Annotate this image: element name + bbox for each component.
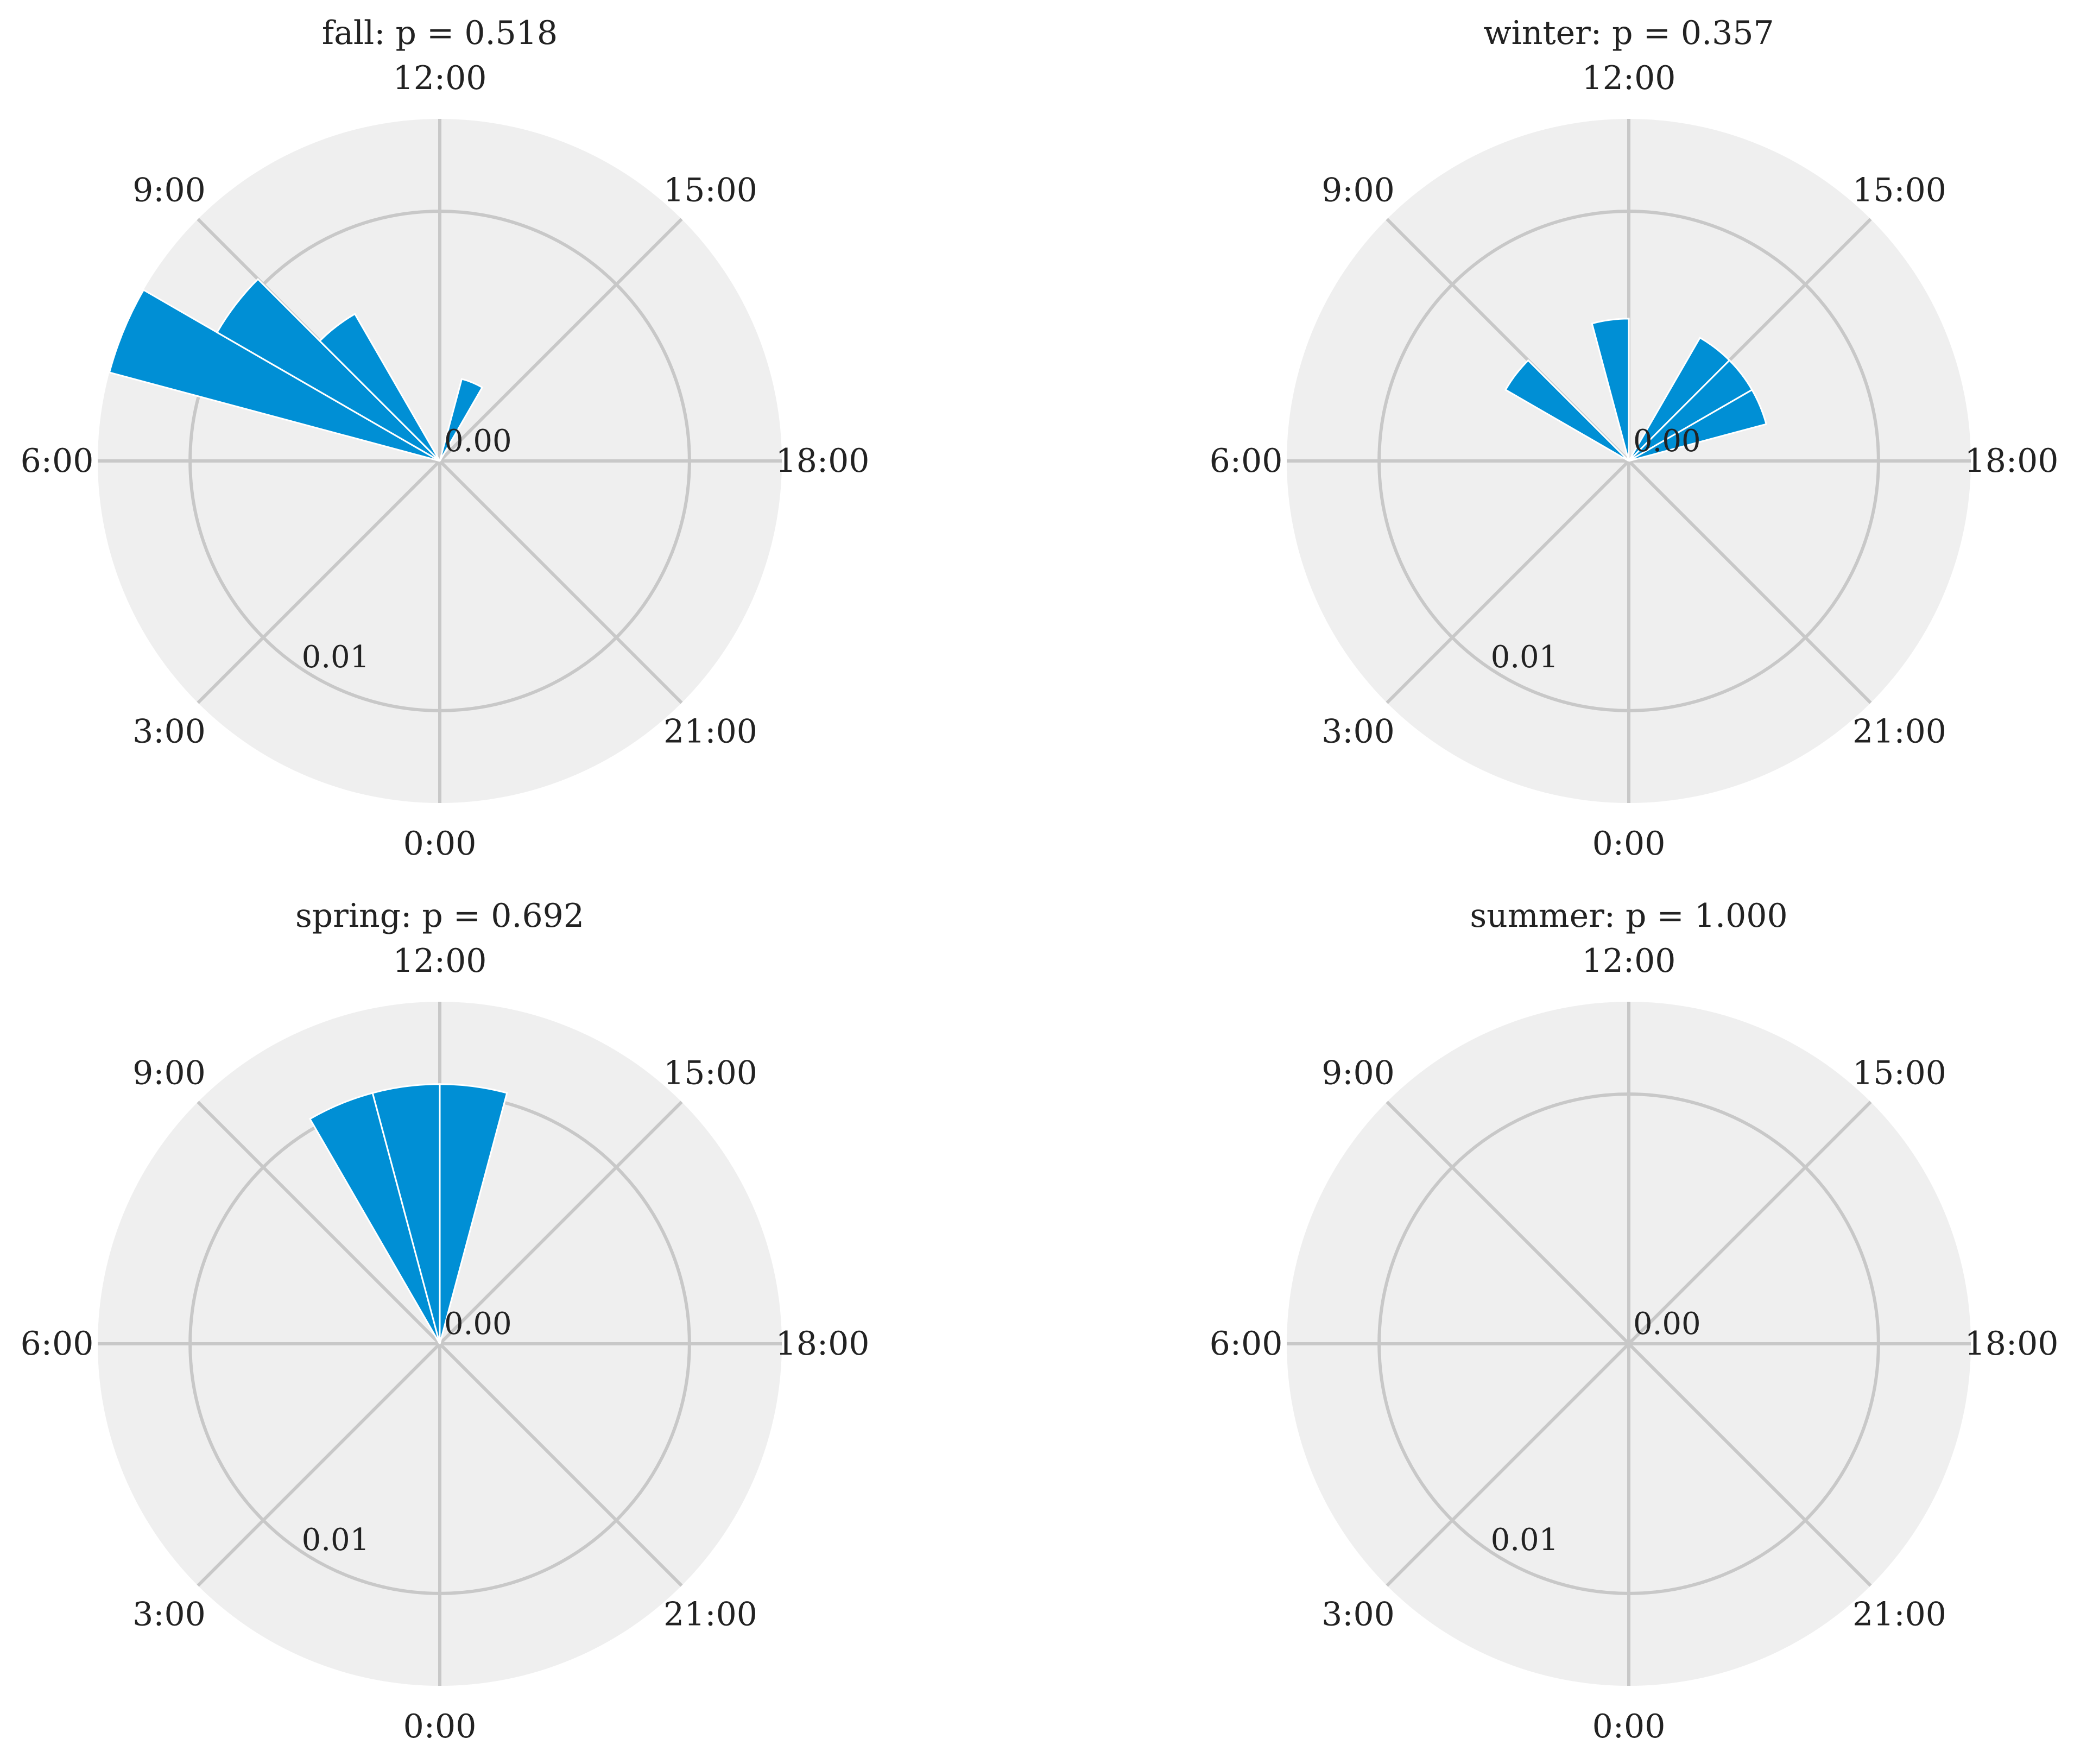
hour-tick-label: 3:00 <box>132 713 206 751</box>
angular-grid-line <box>1386 459 1630 704</box>
histogram-bar <box>1504 359 1630 462</box>
angular-grid-line <box>1627 1101 1872 1345</box>
angular-grid-line <box>438 218 683 463</box>
hour-tick-label: 9:00 <box>1321 1054 1395 1092</box>
radial-tick-label: 0.01 <box>1491 640 1559 675</box>
radial-tick-label: 0.01 <box>302 640 370 675</box>
radial-tick-label: 0.00 <box>1633 1306 1701 1342</box>
panel-title: fall: p = 0.518 <box>322 14 558 52</box>
hour-tick-label: 18:00 <box>1965 442 2059 480</box>
panel-title: spring: p = 0.692 <box>295 897 584 935</box>
polar-panel: 12:00 15:00 18:00 21:00 0:00 3:00 6:00 9:00 0.00… <box>1210 897 2059 1746</box>
angular-grid-line <box>1627 1342 1872 1587</box>
histogram-bar <box>108 288 440 462</box>
hour-tick-label: 9:00 <box>132 1054 206 1092</box>
polar-panel: 12:00 15:00 18:00 21:00 0:00 3:00 6:00 9:00 0.00… <box>21 897 870 1746</box>
hour-tick-label: 21:00 <box>1852 713 1946 751</box>
polar-panel: 12:00 15:00 18:00 21:00 0:00 3:00 6:00 9:00 0.00… <box>21 14 870 863</box>
panel-title: summer: p = 1.000 <box>1470 897 1787 935</box>
histogram-bar <box>318 313 441 462</box>
hour-tick-label: 21:00 <box>1852 1596 1946 1634</box>
angular-grid-line <box>438 1101 683 1345</box>
hour-tick-label: 15:00 <box>1852 1054 1946 1092</box>
hour-tick-label: 0:00 <box>403 1708 477 1746</box>
hour-tick-label: 12:00 <box>1582 59 1676 97</box>
hour-tick-label: 18:00 <box>776 1325 870 1363</box>
hour-tick-label: 12:00 <box>1582 942 1676 980</box>
hour-tick-label: 21:00 <box>663 1596 757 1634</box>
hour-tick-label: 9:00 <box>132 171 206 209</box>
radial-tick-label: 0.01 <box>1491 1522 1559 1558</box>
hour-tick-label: 6:00 <box>1210 1325 1283 1363</box>
histogram-bar <box>1591 318 1630 461</box>
panel-title: winter: p = 0.357 <box>1483 14 1774 52</box>
hour-tick-label: 18:00 <box>1965 1325 2059 1363</box>
hour-tick-label: 0:00 <box>1592 825 1666 863</box>
hour-tick-label: 12:00 <box>393 59 487 97</box>
hour-tick-label: 18:00 <box>776 442 870 480</box>
angular-grid-line <box>1386 1342 1630 1587</box>
histogram-bar <box>216 277 441 462</box>
hour-tick-label: 3:00 <box>1321 1596 1395 1634</box>
hour-tick-label: 6:00 <box>1210 442 1283 480</box>
histogram-bar <box>439 1083 508 1344</box>
radial-tick-label: 0.01 <box>302 1522 370 1558</box>
angular-grid-line <box>438 459 683 704</box>
angular-grid-line <box>197 1342 441 1587</box>
hour-tick-label: 0:00 <box>403 825 477 863</box>
angular-grid-line <box>197 459 441 704</box>
angular-grid-line <box>1386 1101 1630 1345</box>
hour-tick-label: 9:00 <box>1321 171 1395 209</box>
hour-tick-label: 6:00 <box>21 442 94 480</box>
angular-grid-line <box>438 1342 683 1587</box>
hour-tick-label: 15:00 <box>1852 171 1946 209</box>
radial-tick-label: 0.00 <box>444 423 512 459</box>
histogram-bar <box>439 378 484 461</box>
hour-tick-label: 0:00 <box>1592 1708 1666 1746</box>
hour-tick-label: 6:00 <box>21 1325 94 1363</box>
histogram-bar <box>1628 388 1768 462</box>
hour-tick-label: 12:00 <box>393 942 487 980</box>
angular-grid-line <box>1627 459 1872 704</box>
hour-tick-label: 3:00 <box>1321 713 1395 751</box>
radial-tick-label: 0.00 <box>444 1306 512 1342</box>
radial-tick-label: 0.00 <box>1633 423 1701 459</box>
hour-tick-label: 15:00 <box>663 171 757 209</box>
hour-tick-label: 3:00 <box>132 1596 206 1634</box>
hour-tick-label: 15:00 <box>663 1054 757 1092</box>
polar-panel: 12:00 15:00 18:00 21:00 0:00 3:00 6:00 9:00 0.00… <box>1210 14 2059 863</box>
hour-tick-label: 21:00 <box>663 713 757 751</box>
angular-grid-line <box>197 1101 441 1345</box>
